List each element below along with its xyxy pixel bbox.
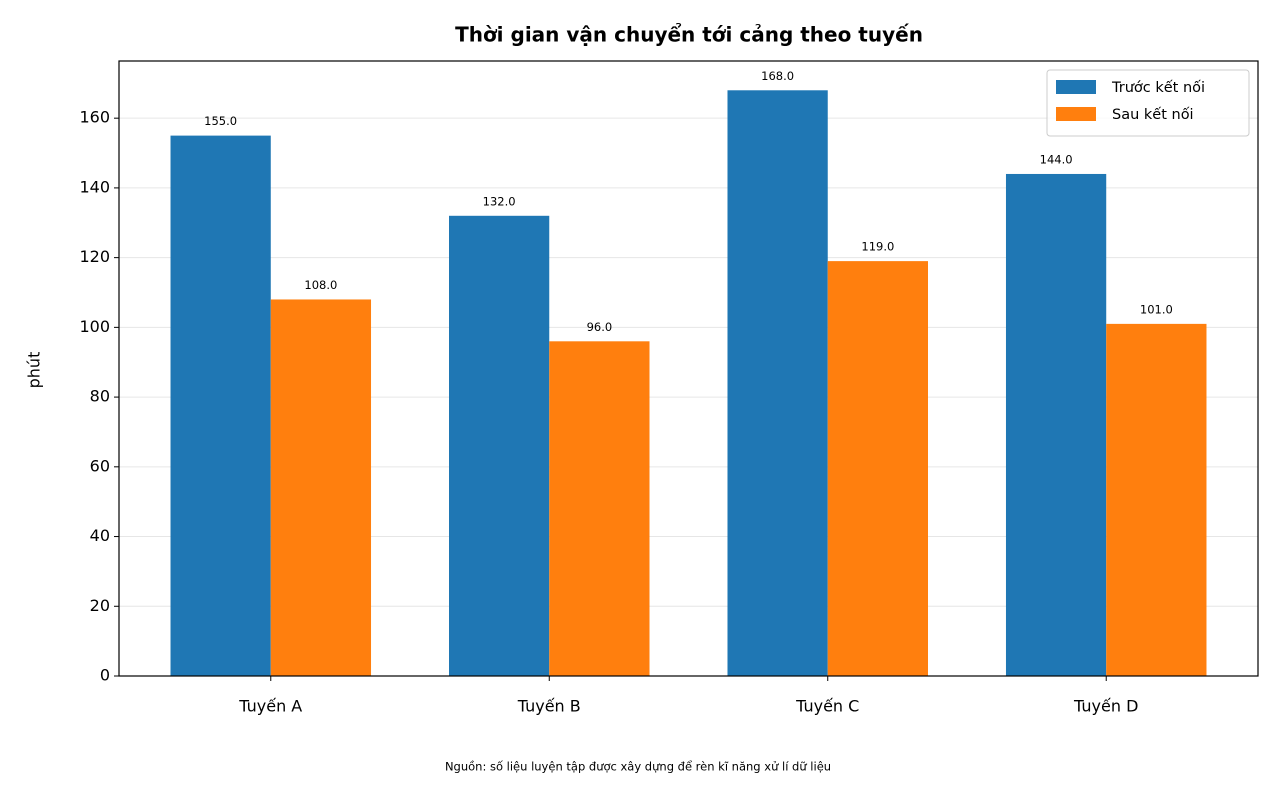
y-tick-label: 140 <box>79 177 110 196</box>
x-tick-label: Tuyến D <box>1073 697 1138 716</box>
y-tick-label: 40 <box>90 526 110 545</box>
bar <box>449 215 550 677</box>
bar <box>1005 173 1107 677</box>
value-label: 119.0 <box>861 240 894 254</box>
bar <box>827 261 928 676</box>
bar <box>170 135 271 677</box>
x-tick-label: Tuyến B <box>517 697 581 716</box>
value-label: 155.0 <box>204 114 237 128</box>
legend-label: Trước kết nối <box>1111 79 1205 96</box>
value-label: 144.0 <box>1040 152 1073 166</box>
y-axis-label: phút <box>25 352 44 389</box>
y-tick-label: 80 <box>90 387 110 406</box>
x-tick-label: Tuyến C <box>795 697 859 716</box>
caption: Nguồn: số liệu luyện tập được xây dựng đ… <box>445 760 831 774</box>
y-tick-label: 160 <box>79 108 110 127</box>
y-tick-label: 0 <box>100 666 110 685</box>
legend-label: Sau kết nối <box>1112 106 1194 123</box>
value-label: 108.0 <box>304 278 337 292</box>
bar <box>270 299 372 676</box>
y-tick-label: 120 <box>79 247 110 266</box>
y-tick-label: 100 <box>79 317 110 336</box>
legend-swatch <box>1056 107 1096 121</box>
y-tick-label: 60 <box>90 456 110 475</box>
x-tick-label: Tuyến A <box>238 697 302 716</box>
chart-title: Thời gian vận chuyển tới cảng theo tuyến <box>455 23 923 47</box>
value-label: 101.0 <box>1140 302 1173 316</box>
legend-swatch <box>1056 80 1096 94</box>
bar <box>549 341 650 676</box>
bar <box>727 90 828 677</box>
y-tick-label: 20 <box>90 596 110 615</box>
bar <box>1106 323 1207 676</box>
legend-box <box>1046 69 1250 137</box>
plot-frame <box>118 60 1259 677</box>
value-label: 168.0 <box>761 69 794 83</box>
value-label: 132.0 <box>483 194 516 208</box>
value-label: 96.0 <box>587 320 613 334</box>
